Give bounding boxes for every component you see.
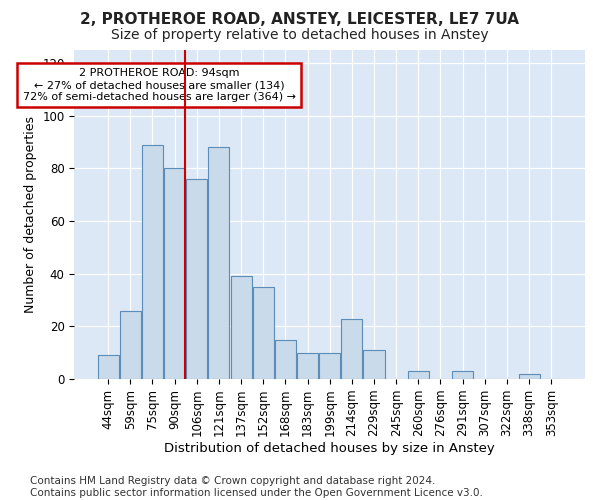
Y-axis label: Number of detached properties: Number of detached properties: [24, 116, 37, 313]
Bar: [164, 168, 185, 379]
Text: Size of property relative to detached houses in Anstey: Size of property relative to detached ho…: [111, 28, 489, 42]
X-axis label: Distribution of detached houses by size in Anstey: Distribution of detached houses by size …: [164, 442, 495, 455]
Bar: [98, 356, 119, 379]
Bar: [341, 318, 362, 379]
Bar: [518, 374, 539, 379]
Bar: [186, 179, 207, 379]
Bar: [319, 353, 340, 379]
Bar: [230, 276, 251, 379]
Bar: [120, 310, 141, 379]
Bar: [275, 340, 296, 379]
Bar: [452, 371, 473, 379]
Text: Contains HM Land Registry data © Crown copyright and database right 2024.
Contai: Contains HM Land Registry data © Crown c…: [30, 476, 483, 498]
Text: 2, PROTHEROE ROAD, ANSTEY, LEICESTER, LE7 7UA: 2, PROTHEROE ROAD, ANSTEY, LEICESTER, LE…: [80, 12, 520, 28]
Bar: [297, 353, 318, 379]
Bar: [364, 350, 385, 379]
Bar: [253, 287, 274, 379]
Bar: [408, 371, 429, 379]
Bar: [208, 148, 229, 379]
Bar: [142, 145, 163, 379]
Text: 2 PROTHEROE ROAD: 94sqm
← 27% of detached houses are smaller (134)
72% of semi-d: 2 PROTHEROE ROAD: 94sqm ← 27% of detache…: [23, 68, 296, 102]
